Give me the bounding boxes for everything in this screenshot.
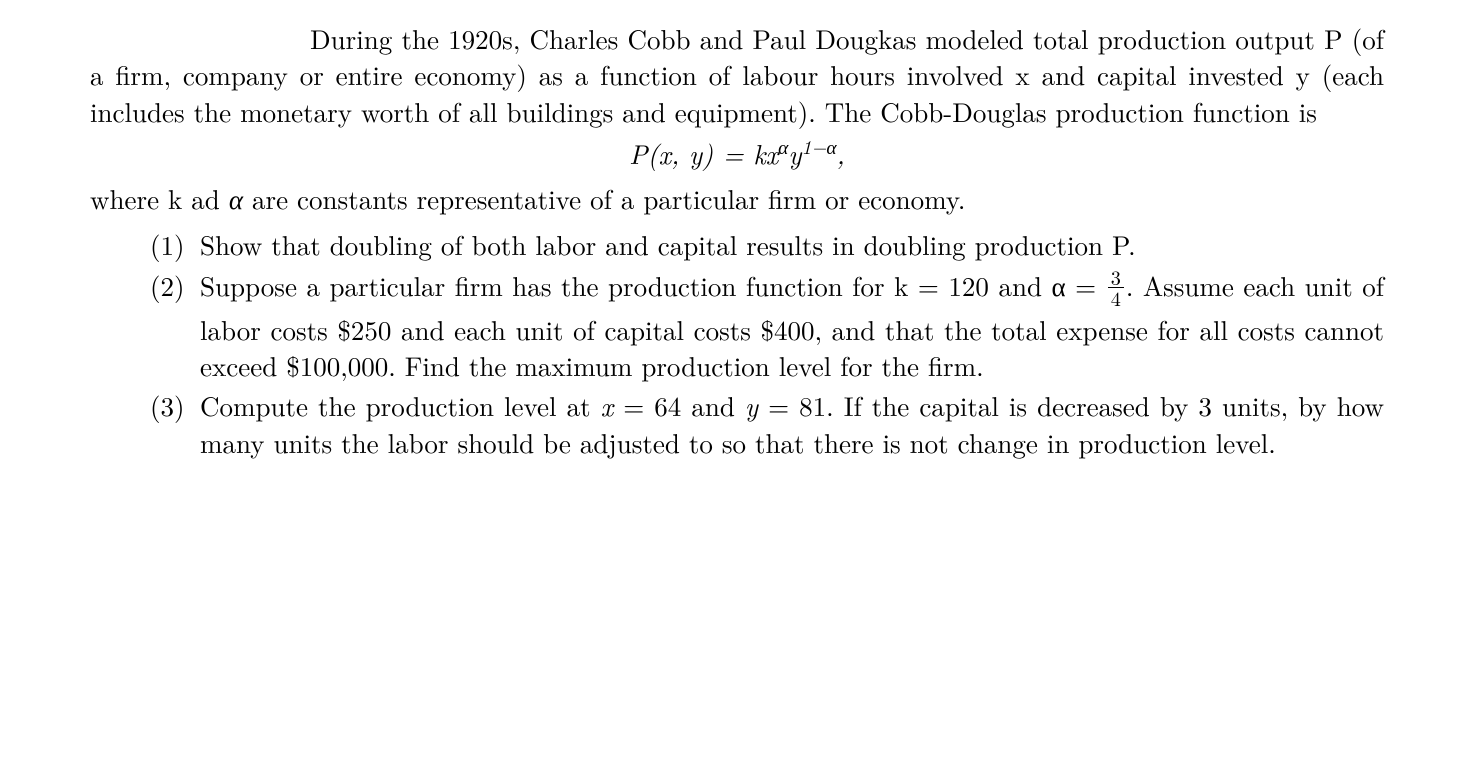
problem-document: During the 1920s, Charles Cobb and Paul … [90,20,1384,460]
item-body: Compute the production level at x = 64 a… [200,387,1384,460]
item-body: Suppose a particular firm has the produc… [200,267,1384,384]
fraction-3-4: 34 [1108,267,1124,309]
item-body: Show that doubling of both labor and cap… [200,226,1384,262]
item-number: (3) [150,387,200,460]
production-equation: P(x, y) = kxαy1−α, [90,135,1384,171]
item2-part-a: Suppose a particular firm has the produc… [200,266,1106,304]
item-number: (1) [150,226,200,262]
list-item-2: (2) Suppose a particular firm has the pr… [150,267,1384,384]
problem-list: (1) Show that doubling of both labor and… [90,226,1384,460]
list-item-1: (1) Show that doubling of both labor and… [150,226,1384,262]
list-item-3: (3) Compute the production level at x = … [150,387,1384,460]
where-clause: where k ad α are constants representativ… [90,180,1384,216]
item-number: (2) [150,267,200,384]
intro-paragraph: During the 1920s, Charles Cobb and Paul … [90,20,1384,129]
